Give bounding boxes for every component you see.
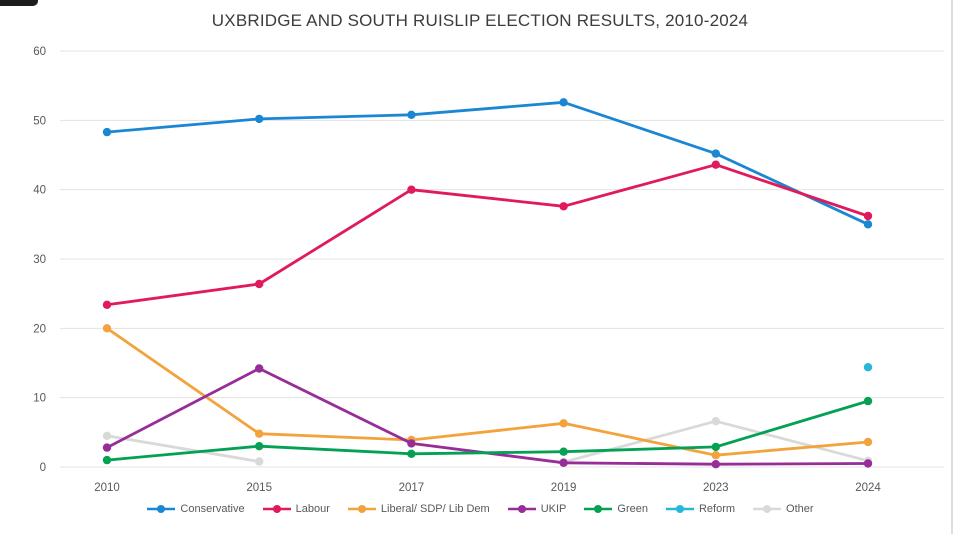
data-point-ukip <box>102 443 112 452</box>
data-point-ukip <box>863 459 873 468</box>
data-point-green <box>711 442 720 452</box>
y-axis-tick-label: 50 <box>33 115 46 127</box>
data-point-liberal-sdp-lib-dem <box>711 451 720 460</box>
data-point-green <box>102 455 112 465</box>
x-axis-tick-label: 2015 <box>246 482 272 494</box>
legend-marker-dot <box>517 505 526 513</box>
y-axis-tick-label: 30 <box>33 254 46 266</box>
data-point-green <box>407 449 416 458</box>
y-axis-tick-label: 60 <box>33 46 46 58</box>
data-point-conservative <box>255 114 264 124</box>
data-point-labour <box>559 202 568 211</box>
data-point-liberal-sdp-lib-dem <box>559 419 568 428</box>
window-corner-fragment <box>0 0 38 6</box>
data-point-labour <box>102 300 112 309</box>
legend-item-labour: Labour <box>262 503 330 515</box>
series-line-conservative <box>105 100 870 226</box>
chart-legend: Conservative Labour Liberal/ SDP/ Lib Dem U… <box>0 503 960 515</box>
legend-marker-dot <box>594 505 603 513</box>
data-point-labour <box>863 211 873 221</box>
chart-title: UXBRIDGE AND SOUTH RUISLIP ELECTION RESU… <box>211 11 749 30</box>
data-point-other <box>102 431 112 440</box>
data-point-liberal-sdp-lib-dem <box>102 324 112 333</box>
data-point-reform <box>863 363 873 372</box>
data-point-liberal-sdp-lib-dem <box>255 429 264 438</box>
legend-marker-dot <box>157 505 166 513</box>
y-axis-tick-label: 20 <box>33 323 46 335</box>
legend-item-liberal-sdp-lib-dem: Liberal/ SDP/ Lib Dem <box>347 503 490 515</box>
legend-label: Other <box>786 503 814 515</box>
data-point-conservative <box>711 149 720 158</box>
x-axis-tick-label: 2023 <box>703 482 729 494</box>
data-point-conservative <box>559 98 568 107</box>
data-point-liberal-sdp-lib-dem <box>863 437 873 447</box>
legend-marker-icon <box>584 505 613 513</box>
legend-label: Conservative <box>180 503 245 515</box>
legend-item-other: Other <box>752 503 814 515</box>
legend-marker-icon <box>147 505 176 513</box>
data-point-conservative <box>863 220 873 229</box>
data-point-labour <box>711 160 720 169</box>
legend-label: Labour <box>295 503 330 515</box>
legend-marker-icon <box>347 505 376 513</box>
y-axis-tick-label: 0 <box>40 462 46 474</box>
x-axis-tick-label: 2017 <box>399 482 425 494</box>
data-point-ukip <box>407 439 416 448</box>
data-point-conservative <box>407 110 416 120</box>
legend-marker-dot <box>763 505 772 513</box>
x-axis-tick-label: 2010 <box>94 482 120 494</box>
legend-label: Reform <box>698 503 736 515</box>
legend-marker-dot <box>272 505 281 513</box>
legend-label: UKIP <box>540 503 567 515</box>
legend-marker-dot <box>675 505 684 513</box>
data-point-ukip <box>255 364 264 373</box>
series-line-labour <box>105 163 870 307</box>
data-point-green <box>255 442 264 451</box>
series-line-other <box>105 434 261 463</box>
legend-item-green: Green <box>583 503 648 515</box>
y-axis-tick-label: 10 <box>33 393 46 405</box>
data-point-ukip <box>559 458 568 467</box>
window-right-edge <box>951 0 953 534</box>
legend-label: Liberal/ SDP/ Lib Dem <box>380 503 490 515</box>
data-point-other <box>255 457 264 466</box>
legend-item-conservative: Conservative <box>146 503 245 515</box>
data-point-green <box>863 396 873 406</box>
legend-marker-icon <box>753 505 782 513</box>
legend-marker-icon <box>665 505 694 513</box>
legend-marker-icon <box>507 505 536 513</box>
legend-label: Green <box>617 503 648 515</box>
data-point-labour <box>407 185 416 194</box>
x-axis-tick-label: 2019 <box>551 482 577 494</box>
series-line-green <box>105 399 870 462</box>
y-axis-tick-label: 40 <box>33 185 46 197</box>
data-point-conservative <box>102 127 112 137</box>
data-point-green <box>559 447 568 456</box>
x-axis-tick-label: 2024 <box>855 482 881 494</box>
legend-marker-dot <box>357 505 366 513</box>
data-point-labour <box>255 279 264 289</box>
legend-item-reform: Reform <box>665 503 735 515</box>
legend-marker-icon <box>262 505 291 513</box>
series-line-liberal-sdp-lib-dem <box>105 326 870 457</box>
data-point-other <box>711 417 720 426</box>
data-point-ukip <box>711 460 720 469</box>
legend-item-ukip: UKIP <box>507 503 567 515</box>
